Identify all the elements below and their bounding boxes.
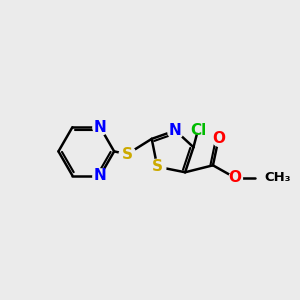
Text: S: S (122, 147, 133, 162)
Text: S: S (152, 159, 163, 174)
Text: N: N (94, 120, 106, 135)
Text: O: O (229, 170, 242, 185)
Text: N: N (169, 123, 182, 138)
Text: O: O (212, 131, 225, 146)
Text: N: N (94, 168, 106, 183)
Text: Cl: Cl (190, 123, 206, 138)
Text: CH₃: CH₃ (265, 171, 291, 184)
